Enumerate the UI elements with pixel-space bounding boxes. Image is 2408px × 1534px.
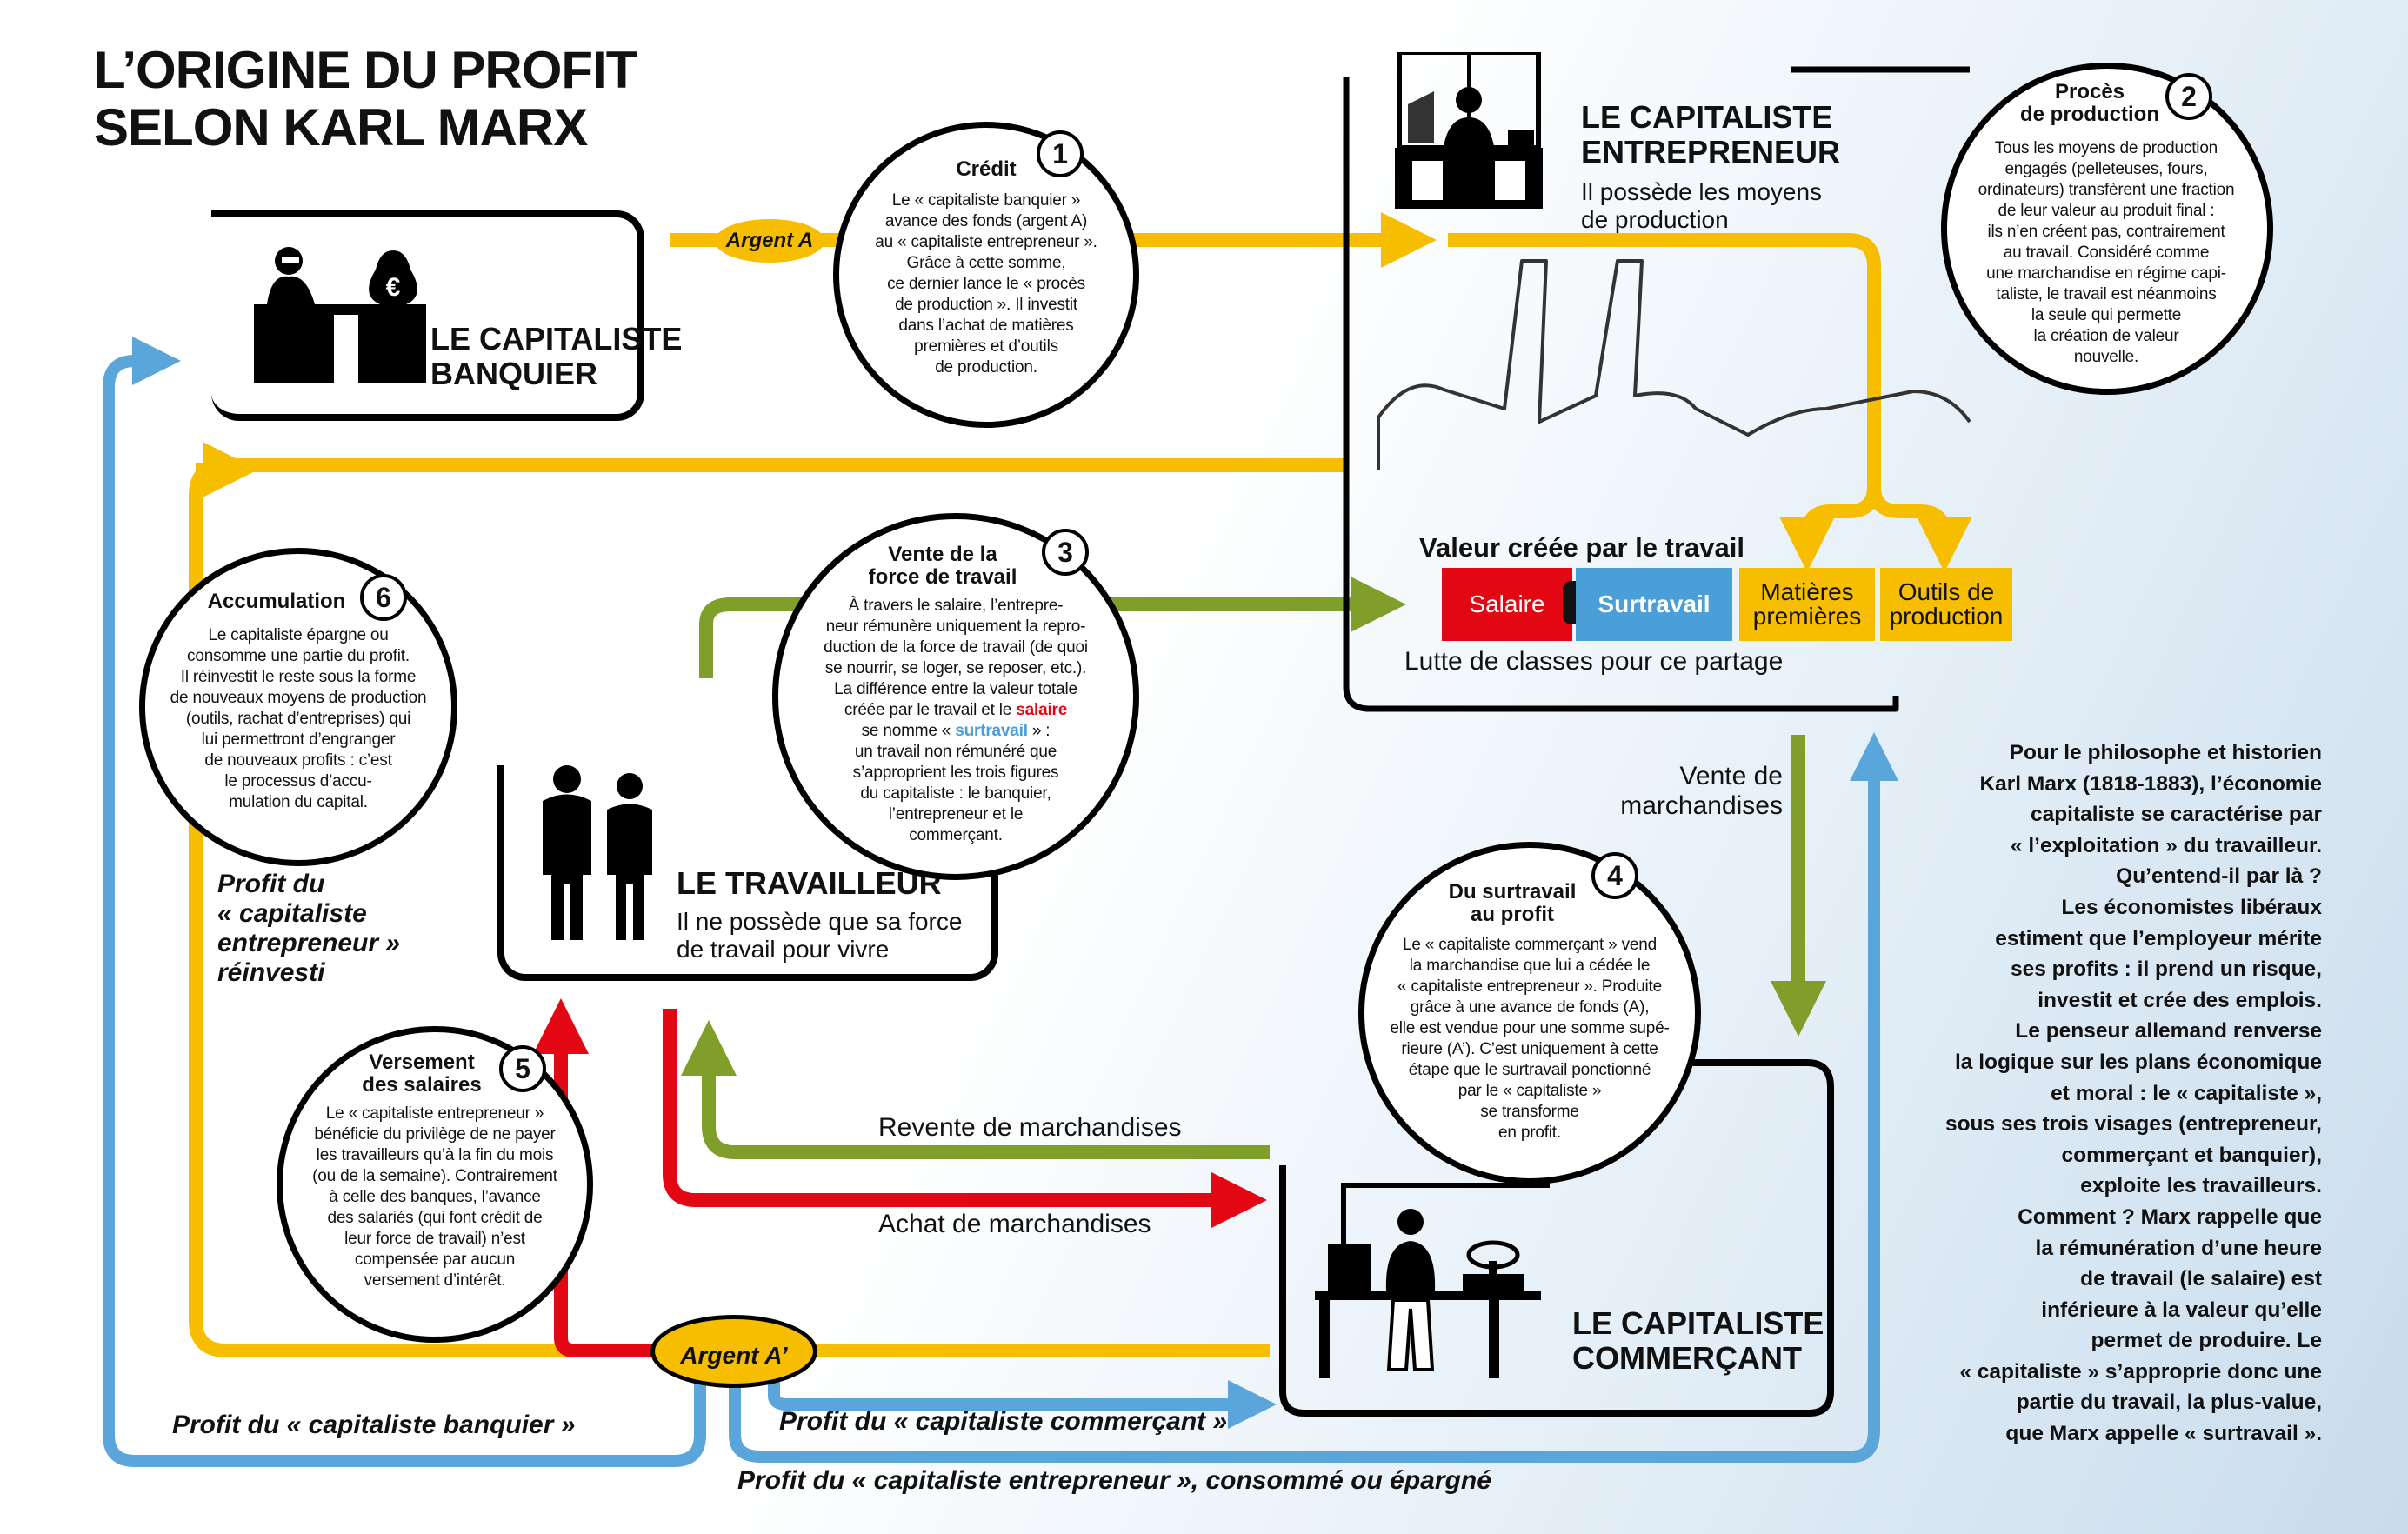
page-title-line1: L’ORIGINE DU PROFIT — [94, 41, 637, 99]
page-title: L’ORIGINE DU PROFIT SELON KARL MARX — [94, 42, 637, 157]
factory-outline — [1343, 77, 1899, 712]
step-production-text: Tous les moyens de production engagés (pe… — [1978, 139, 2235, 366]
matieres-segment: Matières premières — [1739, 568, 1875, 641]
profit-entrepreneur-reinvesti-label: Profit du « capitaliste entrepreneur » r… — [217, 870, 401, 987]
step-4-badge: 4 — [1591, 852, 1638, 899]
achat-label: Achat de marchandises — [878, 1210, 1151, 1238]
workers-icon — [532, 762, 663, 944]
arrow-revente — [681, 1020, 1270, 1159]
vente-marchandises-label: Vente de marchandises — [1620, 762, 1783, 820]
arrow-profit-commercant — [768, 1361, 1277, 1429]
argent-a-badge: Argent A — [715, 219, 824, 263]
salaire-segment: Salaire — [1442, 568, 1572, 641]
bag-symbol: € — [386, 273, 401, 302]
step-salaires-text: Le « capitaliste entrepreneur » bénéficie… — [312, 1104, 557, 1290]
outils-segment: Outils de production — [1880, 568, 2012, 641]
entrepreneur-title: LE CAPITALISTE ENTREPRENEUR — [1581, 99, 1841, 170]
shopkeeper-icon — [1315, 1178, 1550, 1378]
step-force-travail-text: À travers le salaire, l’entrepre-neur ré… — [824, 597, 1088, 844]
profit-banquier-label: Profit du « capitaliste banquier » — [172, 1411, 576, 1439]
step-accumulation-circle: Accumulation Le capitaliste épargne ou co… — [139, 548, 457, 866]
step-6-badge: 6 — [360, 574, 407, 621]
argent-a-prime-badge: Argent A’ — [650, 1315, 817, 1388]
profit-commercant-label: Profit du « capitaliste commerçant » — [779, 1407, 1228, 1436]
factory-owner-desk-icon — [1395, 50, 1543, 209]
step-force-travail-title: Vente de la force de travail — [868, 543, 1017, 589]
step-2-badge: 2 — [2165, 73, 2212, 120]
factory-roof — [1377, 259, 1971, 470]
value-block-footer: Lutte de classes pour ce partage — [1404, 647, 1784, 676]
arrow-production-to-matieres — [1448, 233, 1881, 572]
step-salaires-title: Versement des salaires — [362, 1050, 482, 1097]
banker-with-money-bag-icon: € — [254, 235, 428, 383]
profit-entrepreneur-consomme-label: Profit du « capitaliste entrepreneur », … — [737, 1466, 1491, 1495]
step-profit-circle: Du surtravail au profit Le « capitaliste … — [1358, 842, 1701, 1184]
step-credit-circle: Crédit Le « capitaliste banquier » avance… — [833, 122, 1139, 428]
arrow-profit-banquier — [103, 337, 706, 1467]
surtravail-segment: Surtravail — [1576, 568, 1732, 641]
step-credit-title: Crédit — [956, 157, 1017, 181]
commercant-box — [1279, 1059, 1834, 1417]
step-production-circle: Procès de production Tous les moyens de p… — [1941, 63, 2273, 395]
page-title-line2: SELON KARL MARX — [94, 98, 588, 157]
travailleur-subtitle: Il ne possède que sa force de travail po… — [677, 908, 963, 963]
value-block-title: Valeur créée par le travail — [1419, 532, 1744, 563]
arrow-achat — [663, 1009, 1267, 1228]
step-credit-text: Le « capitaliste banquier » avance des fo… — [875, 191, 1097, 377]
step-profit-text: Le « capitaliste commerçant » vend la mar… — [1390, 936, 1670, 1142]
step-profit-title: Du surtravail au profit — [1448, 880, 1577, 926]
arrow-salaires — [533, 998, 665, 1357]
banquier-title: LE CAPITALISTE BANQUIER — [430, 321, 683, 391]
arrow-production-to-outils — [1867, 486, 1972, 572]
intro-text: Pour le philosophe et historien Karl Marx… — [1944, 741, 2322, 1446]
arrow-force-travail — [699, 577, 1406, 678]
banquier-box — [211, 210, 644, 421]
step-production-title: Procès de production — [2020, 80, 2159, 126]
step-3-badge: 3 — [1042, 529, 1089, 576]
step-1-badge: 1 — [1037, 130, 1084, 177]
revente-label: Revente de marchandises — [878, 1113, 1182, 1142]
arrow-profit-entrepreneur — [729, 732, 1898, 1463]
step-5-badge: 5 — [499, 1045, 546, 1092]
step-accumulation-title: Accumulation — [207, 590, 346, 613]
step-force-travail-circle: Vente de la force de travail À travers le… — [772, 513, 1139, 880]
step-accumulation-text: Le capitaliste épargne ou consomme une pa… — [170, 626, 427, 811]
commercant-title: LE CAPITALISTE COMMERÇANT — [1572, 1305, 1824, 1376]
travailleur-title: LE TRAVAILLEUR — [677, 865, 942, 901]
entrepreneur-subtitle: Il possède les moyens de production — [1581, 178, 1823, 233]
